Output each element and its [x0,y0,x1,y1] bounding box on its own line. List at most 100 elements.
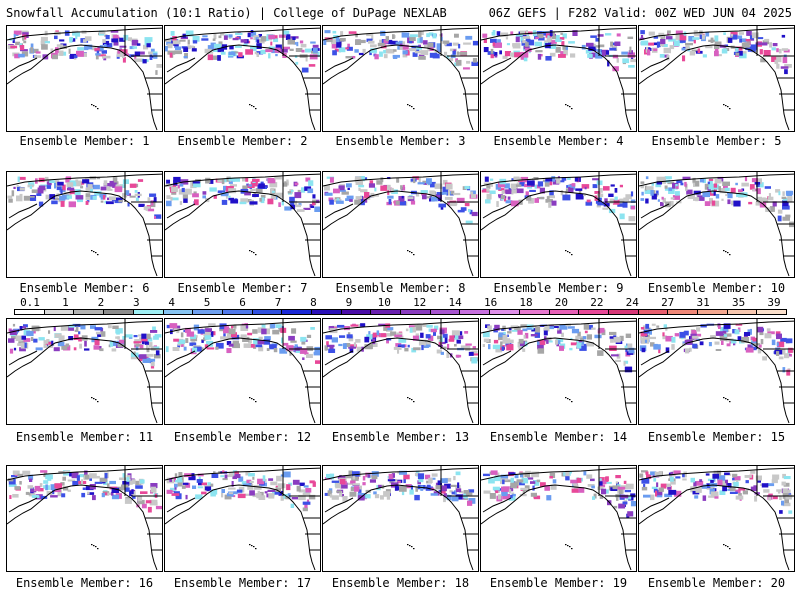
snowfall-cell [781,196,787,199]
snowfall-cell [226,333,231,339]
snowfall-cell [110,30,119,33]
scale-tick-label: 4 [168,296,175,309]
snowfall-cell [417,182,425,185]
snowfall-cell [465,35,473,40]
snowfall-cell [775,331,781,336]
snowfall-cell [562,33,567,39]
snowfall-cell [302,501,311,505]
snowfall-cell [124,498,132,504]
snowfall-cell [66,182,74,187]
ensemble-map-panel [6,318,163,425]
snowfall-cell [392,55,398,59]
snowfall-cell [456,335,464,340]
snowfall-cell [472,40,478,46]
snowfall-cell [455,471,461,476]
snowfall-cell [347,187,350,190]
snowfall-cell [674,191,680,196]
scale-swatch [192,309,223,315]
ensemble-map-panel [322,171,479,278]
snowfall-cell [10,45,18,49]
snowfall-cell [430,477,436,480]
snowfall-cell [65,343,70,347]
snowfall-cell [336,200,344,204]
snowfall-cell [376,330,380,336]
snowfall-cell [252,476,255,480]
snowfall-cell [324,345,329,351]
snowfall-cell [28,492,36,497]
coastline [8,203,38,219]
snowfall-cell [615,475,621,479]
snowfall-cell [470,194,476,199]
snowfall-cell [409,327,417,333]
snowfall-cell [100,481,106,484]
snowfall-cell [622,202,628,208]
snowfall-cell [667,181,675,185]
snowfall-cell [113,40,119,46]
snowfall-cell [705,473,710,476]
snowfall-cell [29,185,33,189]
snowfall-cell [648,31,655,36]
snowfall-cell [567,177,571,180]
snowfall-cell [139,51,145,55]
snowfall-cell [44,30,48,36]
snowfall-cell [492,344,500,350]
snowfall-cell [668,187,673,191]
snowfall-cell [745,480,749,484]
snowfall-cell [489,493,496,499]
ensemble-map-panel [6,171,163,278]
snowfall-cell [346,183,352,188]
snowfall-cell [484,176,489,182]
snowfall-cell [782,367,786,373]
ensemble-map-panel [164,171,321,278]
scale-swatch [370,309,401,315]
snowfall-cell [213,49,218,52]
snowfall-cell [619,198,625,204]
snowfall-cell [510,494,513,499]
snowfall-cell [590,35,597,38]
snowfall-cell [238,476,244,482]
snowfall-cell [529,189,536,192]
snowfall-cell [378,484,382,488]
snowfall-cell [426,196,431,199]
snowfall-cell [182,482,189,485]
snowfall-cell [202,195,206,199]
snowfall-cell [578,340,582,343]
snowfall-cell [693,181,696,187]
snowfall-cell [757,347,762,354]
snowfall-cell [525,31,533,35]
snowfall-cell [228,181,233,184]
snowfall-cell [673,470,681,475]
snowfall-cell [388,473,393,480]
snowfall-cell [17,473,24,477]
snowfall-cell [171,191,177,195]
snowfall-cell [109,180,114,187]
snowfall-cell [80,185,84,189]
snowfall-cell [274,176,282,180]
snowfall-cell [266,348,270,351]
snowfall-cell [719,188,727,194]
snowfall-cell [220,336,228,340]
snowfall-cell [298,203,302,206]
snowfall-cell [494,475,502,482]
snowfall-cell [670,471,674,476]
snowfall-cell [359,176,365,182]
snowfall-cell [195,179,201,184]
snowfall-cell [17,176,20,182]
snowfall-cell [264,336,271,341]
snowfall-cell [395,200,400,205]
snowfall-cell [138,334,144,337]
snowfall-cell [482,331,490,338]
snowfall-cell [622,58,630,64]
snowfall-cell [753,485,757,488]
snowfall-cell [122,480,130,487]
snowfall-cell [407,196,414,200]
snowfall-cell [185,494,188,500]
snowfall-cell [522,40,528,44]
snowfall-cell [166,489,173,494]
snowfall-cell [360,189,368,193]
snowfall-cell [483,338,490,343]
snowfall-cell [102,39,106,43]
snowfall-cell [43,480,49,484]
scale-swatch [607,309,639,315]
snowfall-cell [43,340,49,344]
